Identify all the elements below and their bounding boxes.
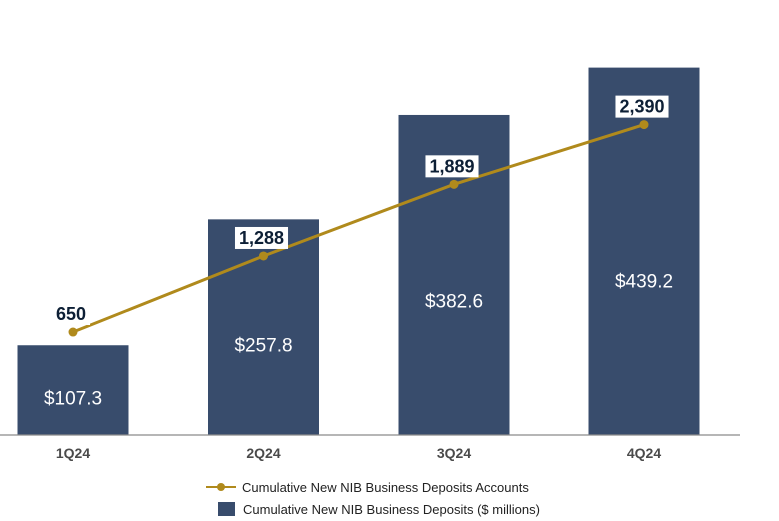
legend-item-deposits: Cumulative New NIB Business Deposits ($ …	[206, 498, 540, 520]
line-value-label-3q24: 1,889	[429, 156, 474, 176]
legend-item-accounts: Cumulative New NIB Business Deposits Acc…	[206, 476, 540, 498]
category-label-4q24: 4Q24	[627, 445, 661, 461]
legend-label-deposits: Cumulative New NIB Business Deposits ($ …	[243, 501, 540, 517]
line-labels-group: 650 1,288 1,889 2,390	[51, 95, 669, 326]
category-label-2q24: 2Q24	[246, 445, 280, 461]
line-value-label-4q24: 2,390	[619, 97, 664, 117]
line-label-background-2q24	[234, 226, 289, 249]
bar-value-label-1q24: $107.3	[44, 388, 102, 409]
line-value-label-2q24: 1,288	[239, 228, 284, 248]
category-label-1q24: 1Q24	[56, 445, 90, 461]
line-point-2q24	[259, 251, 268, 261]
line-label-background-3q24	[425, 155, 479, 178]
line-point-3q24	[449, 179, 459, 189]
line-label-background-4q24	[615, 95, 669, 118]
category-labels-group: 1Q24 2Q24 3Q24 4Q24	[56, 445, 661, 461]
line-point-4q24	[639, 120, 649, 130]
bars-group	[17, 67, 700, 436]
legend-label-accounts: Cumulative New NIB Business Deposits Acc…	[242, 479, 529, 495]
bar-value-label-3q24: $382.6	[425, 292, 483, 313]
bar-value-label-4q24: $439.2	[615, 272, 673, 293]
accounts-line	[72, 123, 645, 334]
line-label-background-1q24	[51, 303, 91, 326]
line-value-label-1q24: 650	[56, 304, 86, 324]
legend: Cumulative New NIB Business Deposits Acc…	[206, 476, 540, 520]
legend-bar-swatch	[218, 502, 235, 516]
line-series-group	[68, 120, 649, 337]
category-label-3q24: 3Q24	[437, 445, 471, 461]
bar-value-label-2q24: $257.8	[234, 335, 292, 356]
legend-line-swatch	[206, 481, 236, 493]
bar-1q24	[17, 345, 129, 435]
line-point-1q24	[68, 327, 78, 337]
bar-labels-group: $107.3 $257.8 $382.6 $439.2	[44, 272, 673, 410]
